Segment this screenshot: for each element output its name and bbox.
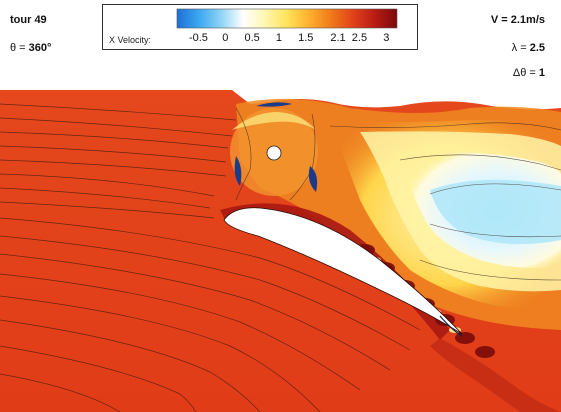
colorbar-tick-label: 2.5	[351, 32, 368, 44]
colorbar-tick-label: -0.5	[188, 32, 208, 44]
theta-value: 360°	[28, 42, 52, 54]
colorbar-legend: X Velocity: -0.5 0 0.5 1 1.5 2.1 2.5 3	[102, 4, 418, 50]
colorbar-svg	[176, 8, 398, 29]
rotor-hub	[266, 145, 282, 161]
theta-readout: θ = 360°	[10, 42, 51, 54]
blade-right	[308, 166, 318, 192]
colorbar-title: X Velocity:	[109, 35, 152, 45]
velocity-readout: V = 2.1m/s	[491, 14, 545, 26]
colorbar-tick-label: 0	[222, 32, 229, 44]
blade-left	[234, 156, 242, 186]
airfoil	[223, 207, 463, 335]
rotor-blades	[234, 102, 318, 192]
tour-label: tour 49	[10, 14, 47, 26]
colorbar-tick-label: 0.5	[244, 32, 260, 44]
colorbar-tick-label: 1.5	[298, 32, 314, 44]
colorbar-tick-label: 2.1	[330, 32, 346, 44]
blade-top	[256, 102, 292, 107]
colorbar-tick-label: 3	[383, 32, 390, 44]
dtheta-value: 1	[538, 67, 545, 79]
theta-label: θ =	[10, 42, 29, 54]
lambda-label: λ =	[511, 42, 530, 54]
velocity-value: 2.1m/s	[510, 14, 545, 26]
trailing-edge-streak	[439, 315, 463, 337]
streamlines	[0, 103, 421, 412]
rotor-top-arc	[232, 112, 316, 130]
colorbar-scale	[176, 8, 398, 29]
colorbar-tick-label: 1	[275, 32, 282, 44]
lower-wake	[430, 338, 561, 412]
lambda-value: 2.5	[529, 42, 545, 54]
domain-top-edge	[232, 90, 561, 110]
velocity-label: V =	[490, 14, 511, 26]
flow-field	[0, 90, 561, 412]
contour-lines	[235, 107, 561, 281]
lambda-readout: λ = 2.5	[512, 42, 545, 54]
dtheta-label: Δθ =	[512, 67, 539, 79]
wake-core-deep	[430, 179, 561, 245]
dtheta-readout: Δθ = 1	[513, 67, 545, 79]
